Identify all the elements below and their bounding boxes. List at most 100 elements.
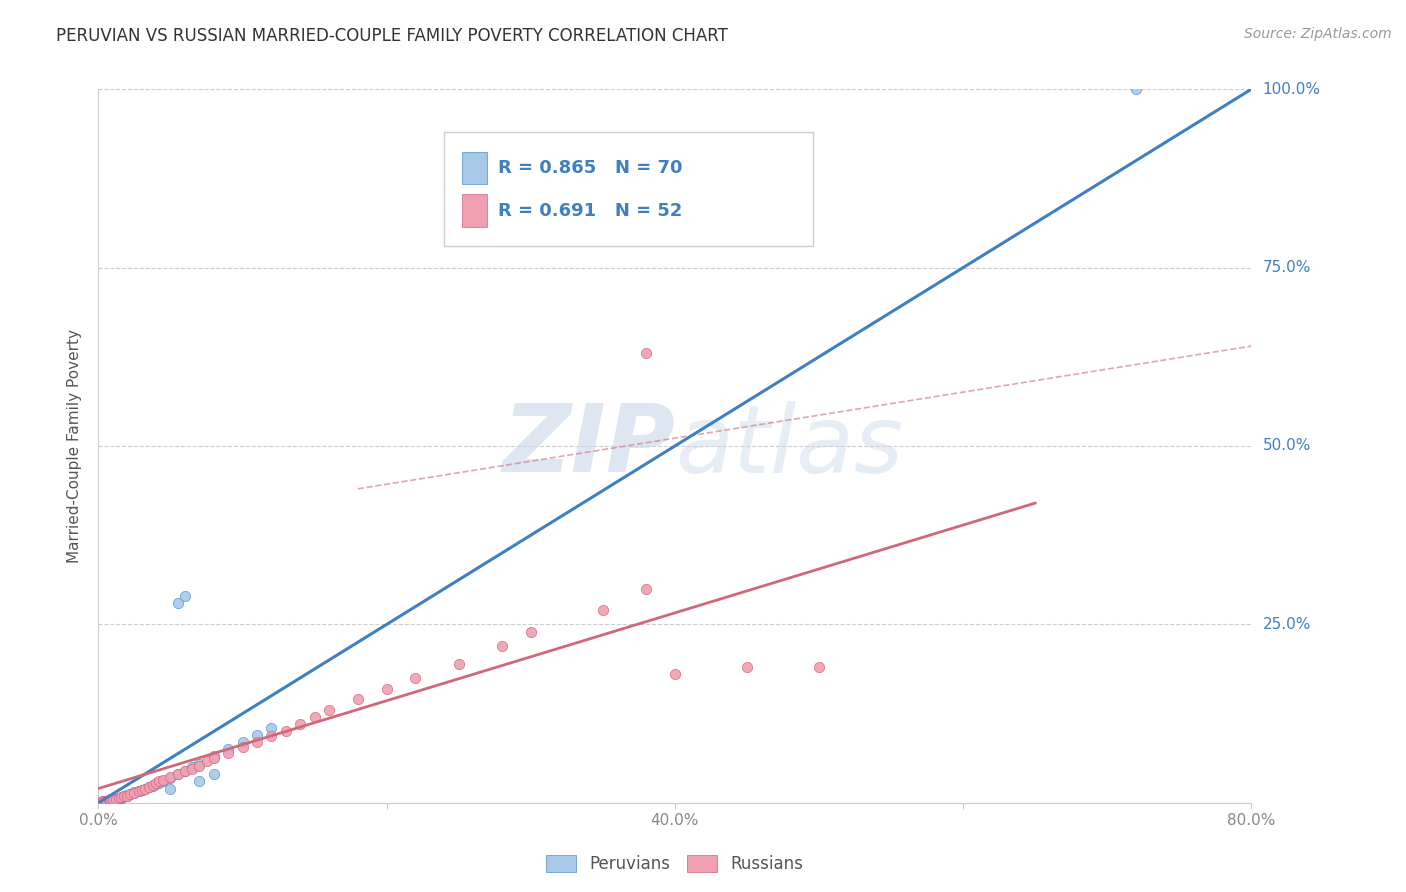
Point [188, 756, 211, 771]
Point [181, 762, 204, 776]
Point [166, 767, 188, 781]
Text: ZIP: ZIP [502, 400, 675, 492]
Point [89, 796, 111, 810]
Point [117, 788, 138, 802]
Text: 100.0%: 100.0% [1263, 82, 1320, 96]
Text: R = 0.691   N = 52: R = 0.691 N = 52 [499, 202, 683, 219]
Point [101, 793, 124, 807]
Point [111, 790, 134, 805]
Point [91, 795, 114, 809]
Point [290, 717, 312, 731]
Text: PERUVIAN VS RUSSIAN MARRIED-COUPLE FAMILY POVERTY CORRELATION CHART: PERUVIAN VS RUSSIAN MARRIED-COUPLE FAMIL… [56, 27, 728, 45]
Point [91, 794, 114, 808]
Point [110, 790, 132, 805]
Point [246, 735, 269, 749]
Point [117, 789, 138, 803]
Point [520, 624, 543, 639]
Point [202, 751, 225, 765]
Point [807, 660, 830, 674]
Point [112, 789, 135, 804]
Point [735, 660, 758, 674]
Point [202, 767, 225, 781]
Point [128, 784, 150, 798]
Point [96, 794, 118, 808]
Point [108, 790, 131, 805]
Point [93, 794, 115, 808]
Point [89, 795, 111, 809]
Point [217, 746, 239, 760]
Point [104, 794, 127, 808]
Point [142, 779, 165, 793]
Point [405, 671, 427, 685]
Point [148, 776, 170, 790]
Point [101, 794, 124, 808]
Point [195, 755, 218, 769]
Point [152, 774, 174, 789]
Point [107, 790, 129, 805]
Point [1125, 82, 1147, 96]
Point [104, 793, 127, 807]
Point [100, 792, 122, 806]
Point [120, 787, 142, 801]
Point [98, 794, 121, 808]
Point [447, 657, 470, 671]
Point [231, 735, 254, 749]
Point [96, 794, 118, 808]
Point [491, 639, 513, 653]
Point [105, 793, 128, 807]
Point [174, 589, 197, 603]
Point [159, 781, 181, 796]
Point [101, 794, 124, 808]
Point [112, 789, 135, 804]
Point [592, 603, 614, 617]
Text: 75.0%: 75.0% [1263, 260, 1310, 275]
Point [231, 740, 254, 755]
Point [174, 764, 197, 778]
Point [104, 792, 127, 806]
Point [98, 793, 121, 807]
Point [117, 789, 138, 803]
Point [142, 778, 165, 792]
Point [90, 795, 112, 809]
Point [128, 784, 150, 798]
Point [97, 794, 120, 808]
Point [188, 758, 211, 772]
Point [90, 796, 112, 810]
Point [93, 794, 115, 808]
Point [100, 794, 122, 808]
Point [101, 791, 124, 805]
Point [375, 681, 398, 696]
Point [145, 776, 167, 790]
Point [304, 710, 326, 724]
Bar [461, 194, 486, 227]
Text: 50.0%: 50.0% [1263, 439, 1310, 453]
Point [93, 796, 115, 810]
Point [134, 781, 156, 796]
Point [107, 791, 129, 805]
Point [101, 792, 124, 806]
Point [91, 796, 114, 810]
Point [134, 781, 156, 796]
Point [152, 772, 174, 787]
Point [94, 794, 117, 808]
Point [108, 791, 131, 805]
Point [98, 794, 121, 808]
Point [100, 794, 122, 808]
Point [124, 786, 146, 800]
Point [636, 346, 658, 360]
Point [318, 703, 340, 717]
Point [96, 795, 118, 809]
Point [260, 721, 283, 735]
Point [124, 786, 146, 800]
Point [93, 795, 115, 809]
Point [138, 780, 160, 794]
Point [159, 770, 181, 784]
Point [91, 794, 114, 808]
Text: Source: ZipAtlas.com: Source: ZipAtlas.com [1244, 27, 1392, 41]
Point [664, 667, 686, 681]
Point [94, 795, 117, 809]
Point [124, 785, 146, 799]
Text: atlas: atlas [675, 401, 903, 491]
Point [94, 794, 117, 808]
Point [145, 777, 167, 791]
